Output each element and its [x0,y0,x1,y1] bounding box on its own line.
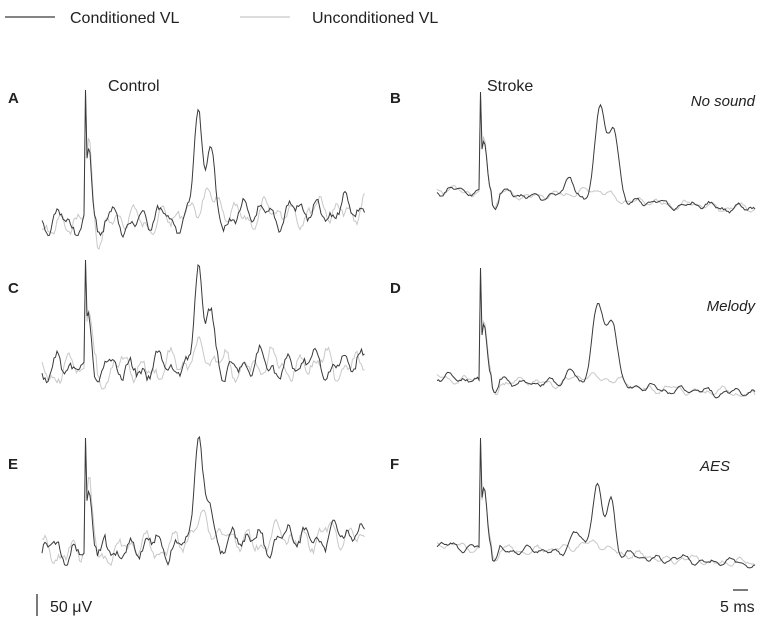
column-title: Stroke [487,78,533,95]
scale-label: 50 μV [50,599,92,616]
traces [41,89,756,569]
trace [41,437,365,567]
panel-letter: C [8,280,19,297]
trace [436,91,756,213]
condition-label: Melody [707,298,757,315]
trace [436,437,756,567]
column-title: Control [108,78,160,95]
panel-letter: B [390,90,401,107]
condition-label: No sound [691,93,756,110]
legend-label: Conditioned VL [70,10,180,27]
trace [41,435,365,567]
trace [436,91,756,214]
trace [41,89,365,251]
panel-letter: A [8,90,19,107]
trace [436,437,756,569]
panel-letter: D [390,280,401,297]
trace [436,267,756,399]
legend-label: Unconditioned VL [312,10,438,27]
scale-label: 5 ms [720,599,755,616]
trace [41,259,365,390]
panel-letter: F [390,456,399,473]
panel-letter: E [8,456,18,473]
condition-label: AES [699,458,730,475]
trace [41,89,365,239]
trace [41,259,365,384]
trace [436,267,756,398]
